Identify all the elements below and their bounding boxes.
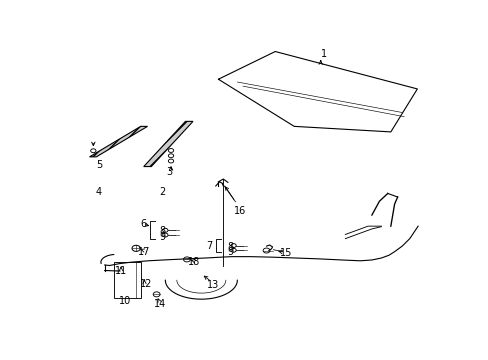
Text: 4: 4 <box>96 186 102 197</box>
Bar <box>114 262 141 298</box>
Text: 10: 10 <box>119 296 131 306</box>
Text: 5: 5 <box>96 160 102 170</box>
Text: 14: 14 <box>154 299 166 309</box>
Text: 2: 2 <box>159 186 165 197</box>
Text: 1: 1 <box>321 49 327 59</box>
Text: 13: 13 <box>206 280 219 290</box>
Polygon shape <box>89 126 147 157</box>
Text: 9: 9 <box>227 247 233 257</box>
Text: 8: 8 <box>227 242 233 252</box>
Text: 9: 9 <box>159 232 165 242</box>
Text: 7: 7 <box>205 240 212 251</box>
Text: 6: 6 <box>141 219 146 229</box>
Text: 18: 18 <box>187 257 200 267</box>
Text: 8: 8 <box>159 226 165 236</box>
Text: 3: 3 <box>166 167 172 177</box>
Text: 11: 11 <box>115 266 127 276</box>
Text: 12: 12 <box>140 279 152 289</box>
Text: 17: 17 <box>138 247 150 257</box>
Text: 15: 15 <box>280 248 292 258</box>
Polygon shape <box>143 121 193 167</box>
Text: 16: 16 <box>233 207 245 216</box>
